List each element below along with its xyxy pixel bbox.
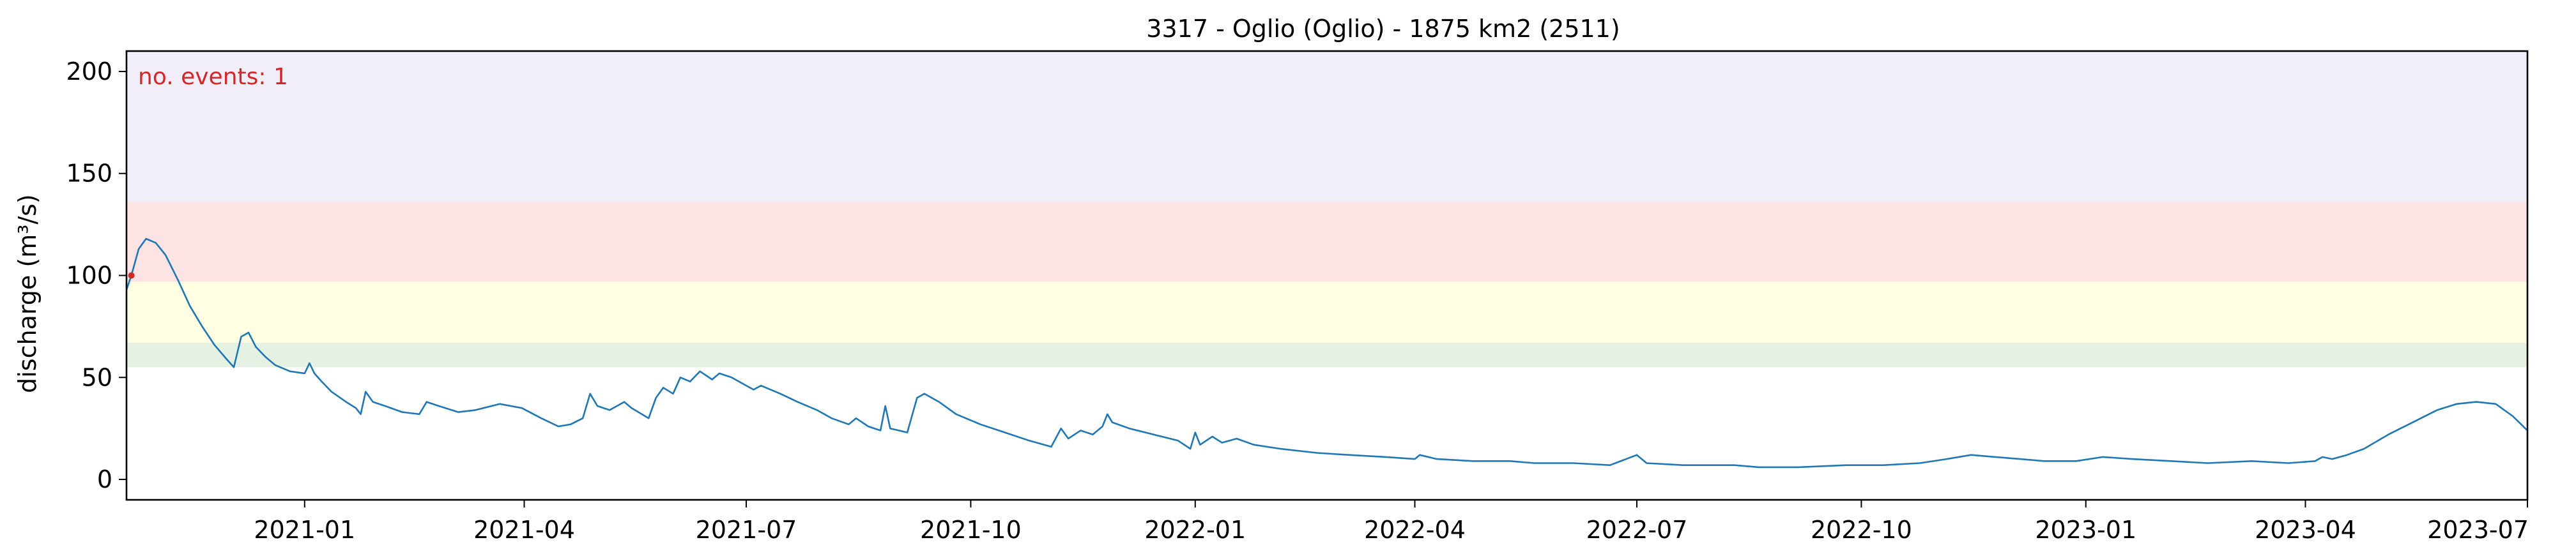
x-tick-label-2023-07: 2023-07 (2427, 516, 2529, 544)
event-markers (128, 272, 135, 279)
y-tick-label-150: 150 (66, 160, 112, 188)
x-tick-label-2021-01: 2021-01 (254, 516, 355, 544)
chart-title: 3317 - Oglio (Oglio) - 1875 km2 (2511) (1146, 15, 1620, 43)
threshold-band-3 (126, 51, 2527, 202)
y-tick-label-200: 200 (66, 57, 112, 86)
x-tick-label-2021-07: 2021-07 (696, 516, 797, 544)
events-count-annotation: no. events: 1 (138, 64, 288, 90)
threshold-band-1 (126, 282, 2527, 343)
x-tick-label-2022-07: 2022-07 (1586, 516, 1688, 544)
x-tick-label-2022-04: 2022-04 (1364, 516, 1466, 544)
y-tick-label-50: 50 (82, 363, 112, 391)
threshold-band-0 (126, 342, 2527, 368)
y-axis-label: discharge (m³/s) (13, 194, 42, 393)
y-axis: 0 50 100 150 200 (66, 57, 126, 493)
threshold-band-2 (126, 202, 2527, 282)
event-marker-0 (128, 272, 135, 279)
y-tick-label-100: 100 (66, 262, 112, 290)
y-tick-label-0: 0 (97, 465, 112, 493)
x-axis: 2021-01 2021-04 2021-07 2021-10 2022-01 2022-… (254, 500, 2529, 544)
threshold-bands (126, 51, 2527, 368)
x-tick-label-2021-10: 2021-10 (920, 516, 1022, 544)
x-tick-label-2022-01: 2022-01 (1144, 516, 1246, 544)
series-lines (125, 237, 2528, 469)
series-line-0 (125, 237, 2528, 469)
x-tick-label-2022-10: 2022-10 (1811, 516, 1912, 544)
x-tick-label-2023-01: 2023-01 (2035, 516, 2136, 544)
x-tick-label-2021-04: 2021-04 (473, 516, 575, 544)
x-tick-label-2023-04: 2023-04 (2255, 516, 2356, 544)
